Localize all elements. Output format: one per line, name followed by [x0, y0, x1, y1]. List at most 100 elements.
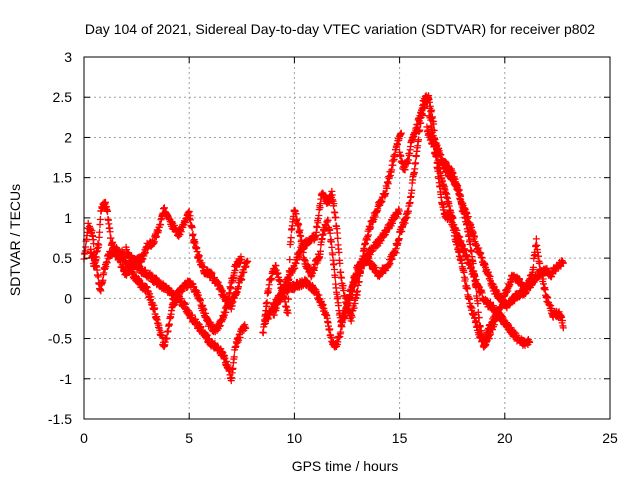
- data-point: [559, 259, 567, 267]
- data-point: [382, 190, 390, 198]
- data-point: [522, 288, 530, 296]
- data-point: [316, 247, 324, 255]
- data-point: [315, 212, 323, 220]
- data-point: [244, 257, 252, 265]
- data-point: [395, 235, 403, 243]
- data-point: [270, 311, 278, 319]
- data-point: [469, 260, 477, 268]
- data-point: [350, 304, 358, 312]
- data-point: [195, 252, 203, 260]
- data-point: [163, 334, 171, 342]
- data-point: [474, 299, 482, 307]
- data-point: [319, 301, 327, 309]
- data-point: [412, 159, 420, 167]
- data-point: [348, 288, 356, 296]
- data-point: [259, 329, 267, 337]
- data-point: [468, 263, 476, 271]
- plot-border: [83, 56, 611, 420]
- data-point: [226, 290, 234, 298]
- data-point: [225, 295, 233, 303]
- series-track-6: [261, 205, 403, 351]
- data-point: [160, 204, 168, 212]
- series-track-3: [122, 243, 245, 336]
- data-point: [336, 259, 344, 267]
- data-point: [430, 120, 438, 128]
- data-point: [367, 224, 375, 232]
- data-point: [332, 213, 340, 221]
- data-point: [106, 228, 114, 236]
- data-point: [384, 180, 392, 188]
- data-point: [559, 324, 567, 332]
- x-tick-label: 20: [497, 430, 513, 446]
- data-point: [458, 199, 466, 207]
- data-point: [331, 273, 339, 281]
- data-point: [284, 309, 292, 317]
- data-point: [238, 275, 246, 283]
- data-point: [96, 215, 104, 223]
- data-point: [188, 311, 196, 319]
- data-point: [334, 234, 342, 242]
- y-tick-label: 0.5: [53, 250, 73, 266]
- y-tick-label: 0: [64, 290, 72, 306]
- y-tick-label: -1: [60, 371, 73, 387]
- data-point: [237, 255, 245, 263]
- data-point: [356, 268, 364, 276]
- data-point: [242, 324, 250, 332]
- data-point: [425, 98, 433, 106]
- data-point: [151, 304, 159, 312]
- data-point: [532, 235, 540, 243]
- data-point: [449, 169, 457, 177]
- data-point: [326, 325, 334, 333]
- data-point: [388, 219, 396, 227]
- data-point: [428, 106, 436, 114]
- data-point: [456, 248, 464, 256]
- x-axis-label: GPS time / hours: [292, 458, 399, 474]
- series-track-2: [86, 198, 252, 313]
- data-point: [285, 295, 293, 303]
- data-point: [443, 190, 451, 198]
- data-point: [466, 240, 474, 248]
- x-tick-label: 10: [287, 430, 303, 446]
- data-point: [414, 123, 422, 131]
- data-point: [404, 156, 412, 164]
- data-point: [103, 259, 111, 267]
- data-point: [408, 186, 416, 194]
- data-point: [498, 313, 506, 321]
- data-point: [107, 234, 115, 242]
- data-point: [395, 207, 403, 215]
- data-point: [292, 210, 300, 218]
- y-tick-label: 1.5: [53, 170, 73, 186]
- data-point: [526, 338, 534, 346]
- data-point: [397, 152, 405, 160]
- data-point: [203, 331, 211, 339]
- data-point: [312, 228, 320, 236]
- x-tick-label: 5: [185, 430, 193, 446]
- data-point: [440, 203, 448, 211]
- data-point: [94, 273, 102, 281]
- data-point: [324, 216, 332, 224]
- data-point: [82, 243, 90, 251]
- data-point: [230, 353, 238, 361]
- data-point: [168, 218, 176, 226]
- data-point: [456, 233, 464, 241]
- data-point: [383, 184, 391, 192]
- y-tick-label: 2: [64, 129, 72, 145]
- data-point: [313, 224, 321, 232]
- series-track-10: [396, 92, 506, 349]
- data-point: [397, 129, 405, 137]
- data-point: [453, 238, 461, 246]
- data-point: [337, 328, 345, 336]
- x-tick-label: 25: [602, 430, 618, 446]
- data-point: [287, 234, 295, 242]
- data-point: [326, 229, 334, 237]
- y-tick-label: 1: [64, 210, 72, 226]
- data-point: [529, 263, 537, 271]
- y-tick-label: -1.5: [48, 411, 72, 427]
- data-point: [451, 228, 459, 236]
- data-points: [80, 92, 567, 385]
- data-point: [348, 313, 356, 321]
- data-point: [485, 328, 493, 336]
- data-point: [330, 200, 338, 208]
- data-point: [200, 306, 208, 314]
